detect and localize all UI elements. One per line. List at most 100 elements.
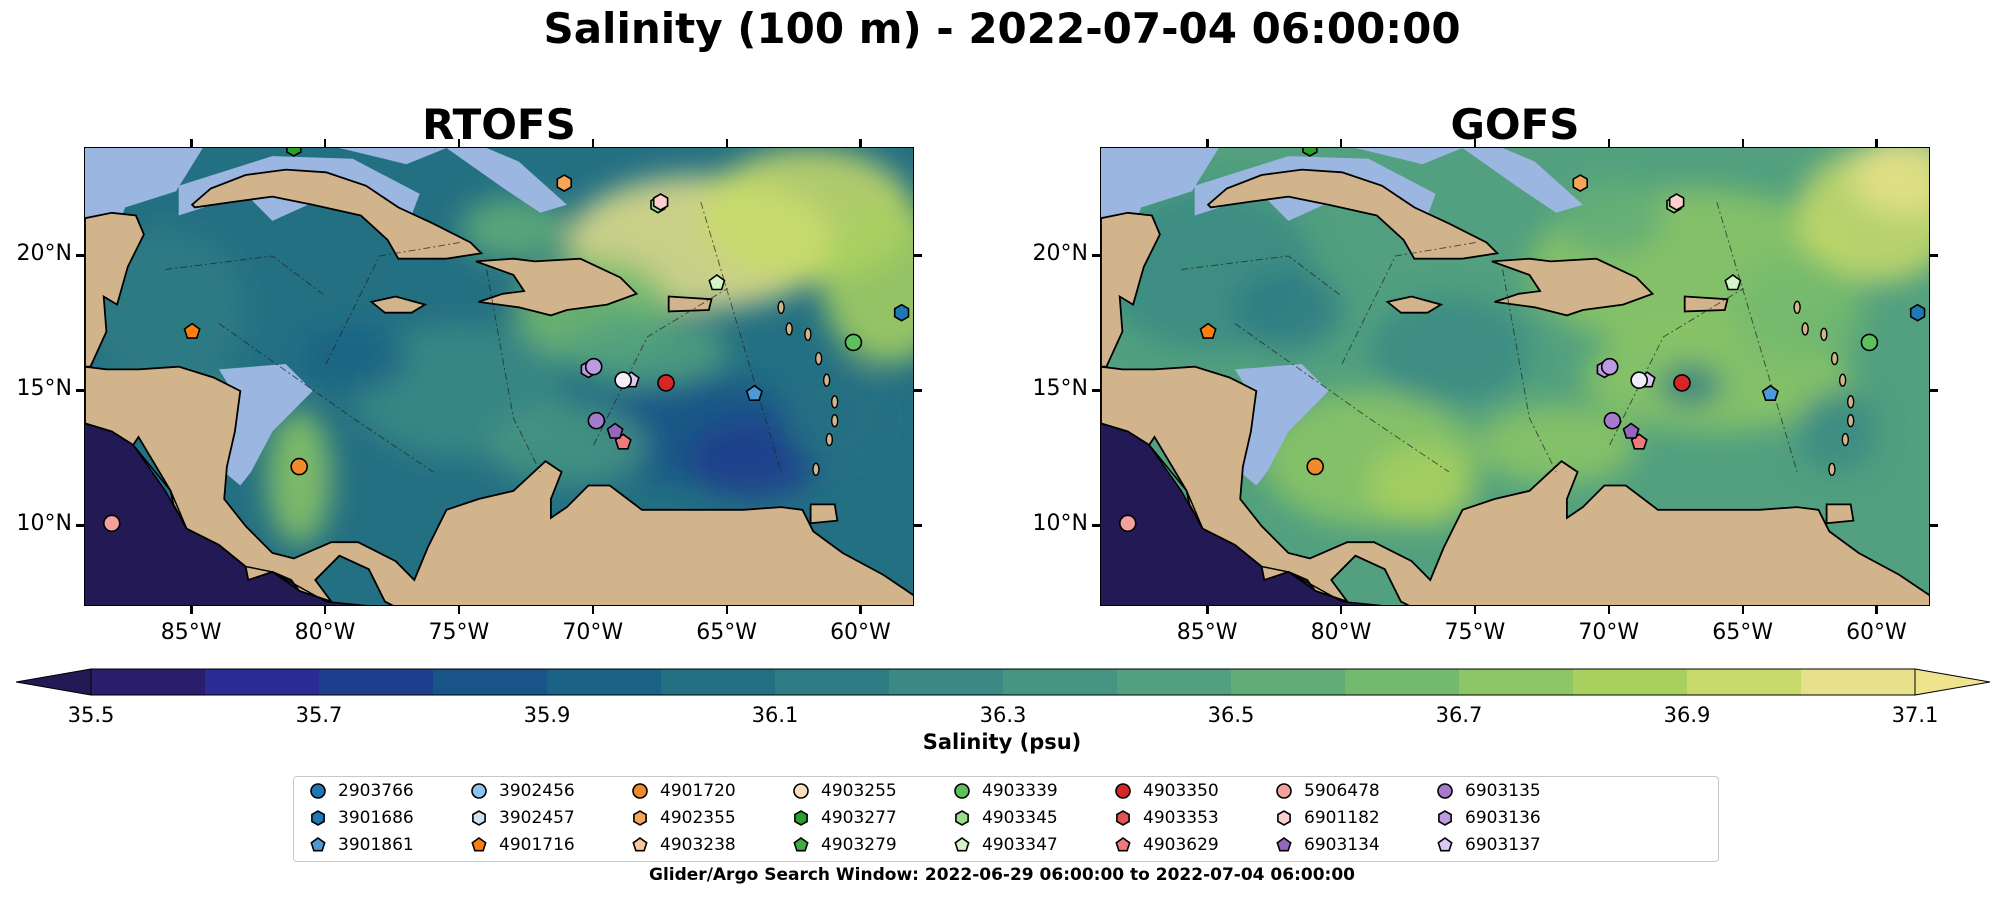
legend-marker (632, 783, 648, 799)
legend-marker (632, 837, 648, 852)
legend-marker (1115, 837, 1131, 852)
map-panel-rtofs[interactable] (84, 147, 914, 606)
y-tick-mark (1930, 254, 1938, 257)
x-tick-label: 70°W (562, 620, 624, 645)
colorbar-segment (1459, 669, 1574, 695)
legend-label: 3901861 (338, 835, 414, 855)
colorbar-tick-label: 35.9 (523, 703, 571, 727)
salinity-patch (299, 326, 407, 391)
legend-label: 3902457 (499, 808, 575, 828)
y-tick-mark (1092, 389, 1100, 392)
island (814, 351, 823, 366)
legend-marker (310, 837, 326, 852)
x-tick-mark (1206, 139, 1209, 147)
x-tick-mark (323, 139, 327, 147)
float-marker-6903135 (587, 411, 606, 430)
colorbar-segment (775, 669, 890, 695)
land (1206, 168, 1500, 260)
y-tick-label: 15°N (1032, 376, 1088, 401)
colorbar-segment (205, 669, 320, 695)
legend-entry-6901182: 6901182 (1274, 808, 1380, 828)
legend-label: 4903277 (821, 808, 897, 828)
legend-entry-4903350: 4903350 (1113, 781, 1219, 801)
x-tick-mark (1473, 139, 1477, 147)
map-canvas (85, 148, 913, 605)
legend-marker (793, 783, 809, 799)
legend-entry-4903238: 4903238 (630, 835, 736, 855)
island (785, 322, 793, 336)
float-marker-4901716 (183, 322, 201, 339)
legend-label: 4903339 (982, 781, 1058, 801)
colorbar-tick-label: 37.1 (1891, 703, 1939, 727)
float-marker-4903347 (708, 274, 726, 291)
legend-entry-4903279: 4903279 (791, 835, 897, 855)
colorbar (16, 668, 1990, 696)
land (1101, 365, 1929, 605)
eez-boundary (700, 201, 782, 473)
x-tick-mark (591, 139, 595, 147)
island (830, 414, 839, 428)
legend-entry-6903136: 6903136 (1435, 808, 1541, 828)
y-tick-mark (914, 389, 922, 392)
legend-label: 6901182 (1304, 808, 1380, 828)
float-marker (584, 357, 603, 376)
float-marker-4902355 (556, 174, 573, 193)
float-marker-5906478 (102, 514, 121, 533)
colorbar-tick-label: 36.1 (751, 703, 799, 727)
salinity-patch (1556, 175, 1664, 256)
float-marker-4902355 (1572, 174, 1589, 193)
y-tick-label: 20°N (16, 241, 72, 266)
land (85, 365, 913, 605)
colorbar-segment (547, 669, 662, 695)
island (1846, 414, 1855, 428)
legend-entry-6903137: 6903137 (1435, 835, 1541, 855)
x-tick-mark (1206, 606, 1209, 614)
legend-marker (1276, 837, 1292, 852)
colorbar-extend-high (1914, 668, 1990, 696)
map-panel-gofs[interactable] (1100, 147, 1930, 606)
legend-entry-4903629: 4903629 (1113, 835, 1219, 855)
eez-boundary (1502, 269, 1557, 473)
panel-title-gofs: GOFS (1450, 100, 1580, 149)
pacific-ocean (85, 423, 360, 605)
float-marker-4903277 (1302, 148, 1318, 157)
panel-title-rtofs: RTOFS (422, 100, 576, 149)
x-tick-mark (725, 139, 729, 147)
float-marker (1630, 371, 1648, 389)
colorbar-segment (1345, 669, 1460, 695)
colorbar-segment (1003, 669, 1118, 695)
colorbar-segment (889, 669, 1004, 695)
legend-entry-4903345: 4903345 (952, 808, 1058, 828)
legend-label: 4903350 (1143, 781, 1219, 801)
eez-boundary (1716, 201, 1798, 473)
y-tick-label: 20°N (1032, 241, 1088, 266)
legend-label: 4903345 (982, 808, 1058, 828)
island (1828, 462, 1836, 476)
legend-marker (1276, 783, 1292, 799)
eez-boundary (593, 287, 728, 446)
shelf-area (218, 364, 313, 486)
eez-boundary (1341, 242, 1476, 365)
colorbar-extend-low (16, 668, 92, 696)
map-canvas (1101, 148, 1929, 605)
legend-marker (1277, 810, 1291, 826)
float-marker-3901861 (745, 384, 763, 401)
x-tick-mark (1741, 139, 1745, 147)
colorbar-segment (661, 669, 776, 695)
colorbar-tick-label: 35.7 (295, 703, 343, 727)
x-tick-mark (1339, 139, 1343, 147)
island (777, 300, 785, 315)
legend-label: 5906478 (1304, 781, 1380, 801)
legend-marker (471, 783, 487, 799)
y-tick-label: 10°N (16, 511, 72, 536)
x-tick-mark (1473, 606, 1477, 614)
salinity-patch (566, 315, 728, 386)
float-marker-6903134 (606, 422, 624, 439)
x-tick-mark (859, 606, 862, 614)
y-tick-mark (1092, 524, 1100, 527)
land (1825, 503, 1855, 525)
island (804, 327, 812, 342)
legend-entry-3902457: 3902457 (469, 808, 575, 828)
shelf-area (1355, 148, 1583, 213)
x-tick-mark (1607, 606, 1611, 614)
